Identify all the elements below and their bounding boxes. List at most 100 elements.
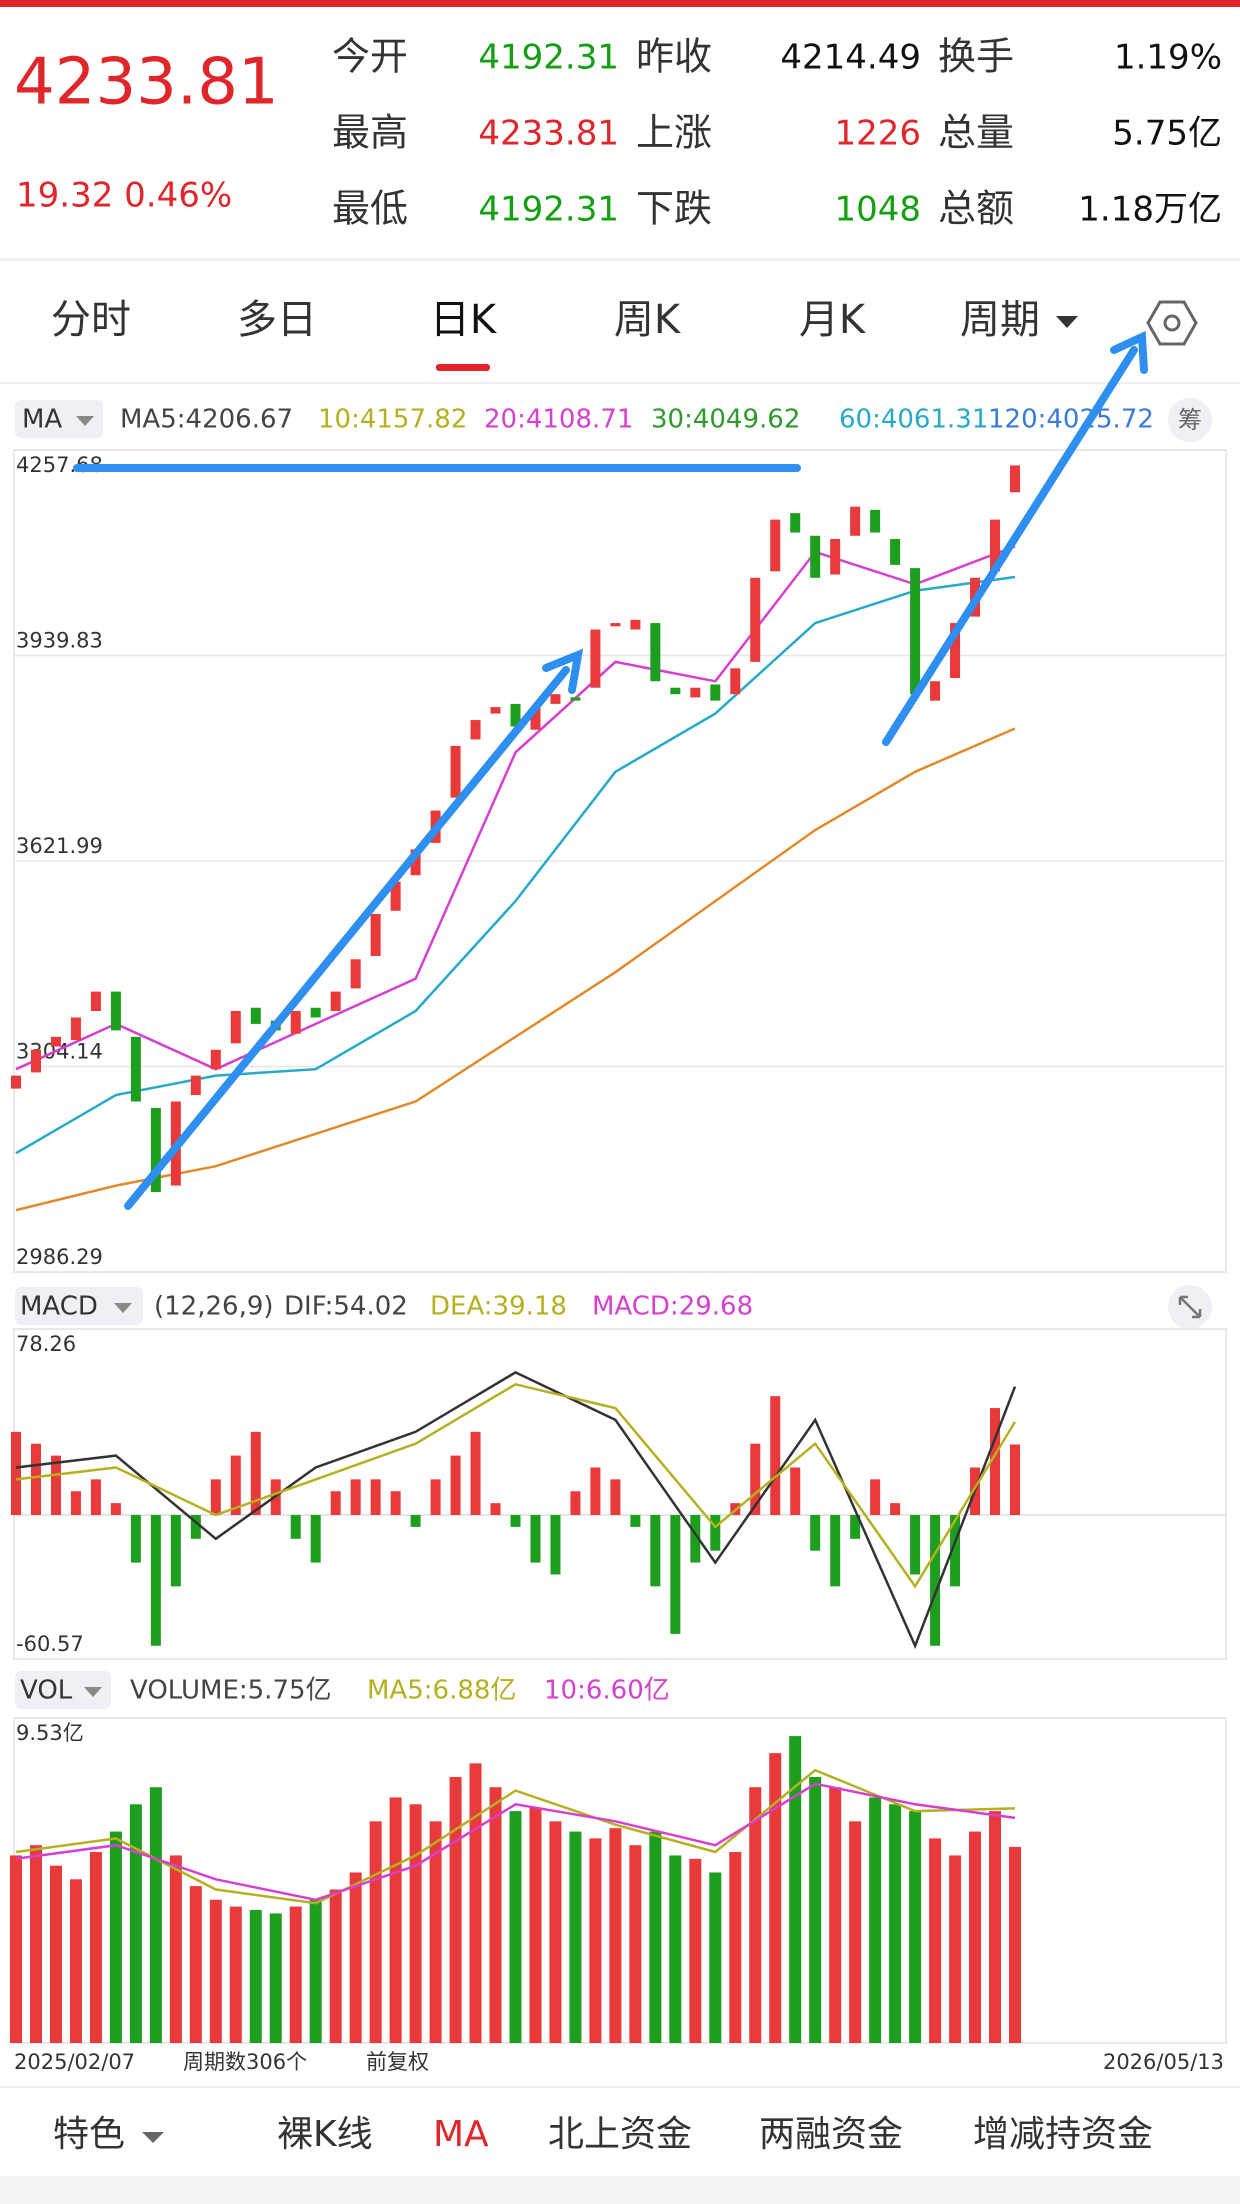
ma-chip[interactable] — [15, 400, 103, 438]
macd-bar — [390, 1491, 401, 1516]
candle — [470, 720, 481, 740]
start-date: 2025/02/07 — [14, 2050, 135, 2074]
ma-item: 30:4049.62 — [651, 405, 800, 435]
volume-bar — [89, 1852, 102, 2043]
stat-value: 4192.31 — [478, 190, 619, 230]
macd-bar — [90, 1479, 101, 1516]
candle — [950, 623, 961, 679]
stat-value: 4233.81 — [478, 114, 619, 154]
tab[interactable]: 多日 — [237, 297, 317, 343]
candle — [590, 629, 601, 688]
candle — [930, 681, 941, 701]
candle — [750, 577, 761, 662]
candle — [570, 697, 581, 701]
bottom-tab-active[interactable]: MA — [433, 2114, 489, 2155]
candle — [290, 1010, 301, 1034]
tab-active[interactable]: 日K — [430, 297, 498, 343]
volume-bar — [269, 1913, 282, 2043]
macd-bar — [630, 1515, 641, 1527]
ma-legend: MA MA5:4206.67 10:4157.82 20:4108.71 30:… — [15, 398, 1212, 442]
candle — [810, 535, 821, 578]
macd-bar — [490, 1503, 501, 1516]
macd-bar — [410, 1515, 421, 1527]
volume-bar — [729, 1852, 742, 2043]
indicator-line — [15, 575, 1016, 1155]
macd-bar — [330, 1491, 341, 1516]
y-tick-label: 3621.99 — [16, 834, 103, 858]
candle — [230, 1010, 241, 1044]
tab[interactable]: 周K — [614, 297, 682, 343]
macd-bar — [470, 1431, 481, 1516]
macd-bar — [550, 1515, 561, 1575]
vol-chip[interactable] — [15, 1671, 111, 1709]
macd-bar — [650, 1515, 661, 1587]
y-tick-label: 9.53亿 — [16, 1721, 84, 1745]
bottom-tabs: 特色 裸K线 MA 北上资金 两融资金 增减持资金 — [53, 2114, 1153, 2155]
y-tick-label: -60.57 — [16, 1632, 84, 1656]
annotation-arrow — [882, 346, 1138, 746]
bottom-tab[interactable]: 北上资金 — [548, 2114, 692, 2155]
macd-bar — [30, 1443, 41, 1516]
volume-bar — [649, 1831, 662, 2043]
dropdown-arrow — [76, 416, 94, 426]
candle — [770, 519, 781, 572]
macd-bar — [830, 1515, 841, 1587]
period-count: 周期数306个 — [183, 2050, 307, 2074]
divider — [0, 2086, 1240, 2088]
volume-bar — [709, 1872, 722, 2043]
candle — [550, 694, 561, 704]
stats: 今开 4192.31 昨收 4214.49 换手 1.19% 最高 4233.8… — [332, 35, 1222, 231]
macd-bar — [930, 1515, 941, 1646]
volume-bar — [10, 1855, 22, 2043]
dropdown-arrow — [142, 2132, 164, 2143]
indicator-line — [15, 1782, 1016, 1902]
macd-bar — [250, 1431, 261, 1516]
settings-icon[interactable] — [1146, 300, 1198, 346]
macd-chip[interactable] — [15, 1287, 143, 1325]
chip-button[interactable] — [1168, 398, 1212, 442]
stat-value: 1226 — [834, 114, 921, 154]
macd-bar — [890, 1503, 901, 1516]
end-date: 2026/05/13 — [1103, 2050, 1224, 2074]
ma-name: MA — [22, 405, 62, 435]
annotation-arrow — [124, 666, 570, 1210]
macd-item: MACD:29.68 — [592, 1292, 753, 1322]
volume-bar — [329, 1889, 342, 2043]
bottom-tab[interactable]: 增减持资金 — [973, 2114, 1153, 2155]
volume-bar — [349, 1872, 362, 2043]
volume-bar — [969, 1831, 982, 2043]
volume-bar — [429, 1821, 442, 2043]
macd-bar — [770, 1396, 781, 1516]
macd-bar — [210, 1479, 221, 1516]
bottom-tab[interactable]: 裸K线 — [277, 2114, 373, 2155]
volume-bar — [49, 1865, 62, 2043]
stat-value: 1048 — [834, 190, 921, 230]
macd-bar — [450, 1455, 461, 1516]
volume-bar — [229, 1906, 242, 2043]
tab[interactable]: 月K — [799, 297, 867, 343]
macd-bar — [910, 1515, 921, 1575]
dropdown-arrow — [84, 1687, 102, 1697]
macd-bar — [510, 1515, 521, 1527]
volume-bar — [989, 1811, 1002, 2043]
volume-bar — [29, 1845, 42, 2043]
macd-bar — [170, 1515, 181, 1587]
volume-bar — [209, 1899, 222, 2043]
bottom-tab[interactable]: 两融资金 — [759, 2114, 903, 2155]
stat-label: 换手 — [938, 35, 1014, 79]
volume-bar — [529, 1807, 542, 2043]
stat-label: 最高 — [332, 111, 408, 155]
candle — [150, 1107, 161, 1193]
vol-legend: VOL VOLUME:5.75亿 MA5:6.88亿 10:6.60亿 — [15, 1671, 670, 1709]
volume-bar — [769, 1753, 782, 2043]
indicator-line — [15, 1370, 1017, 1650]
volume-bar — [869, 1797, 882, 2043]
volume-bar — [829, 1787, 842, 2043]
candle — [50, 1036, 61, 1047]
indicator-line — [15, 545, 1016, 1071]
tab[interactable]: 周期 — [960, 297, 1040, 343]
bottom-tab[interactable]: 特色 — [53, 2114, 125, 2155]
macd-bar — [690, 1515, 701, 1563]
volume-bar — [189, 1886, 202, 2043]
tab[interactable]: 分时 — [51, 297, 131, 343]
